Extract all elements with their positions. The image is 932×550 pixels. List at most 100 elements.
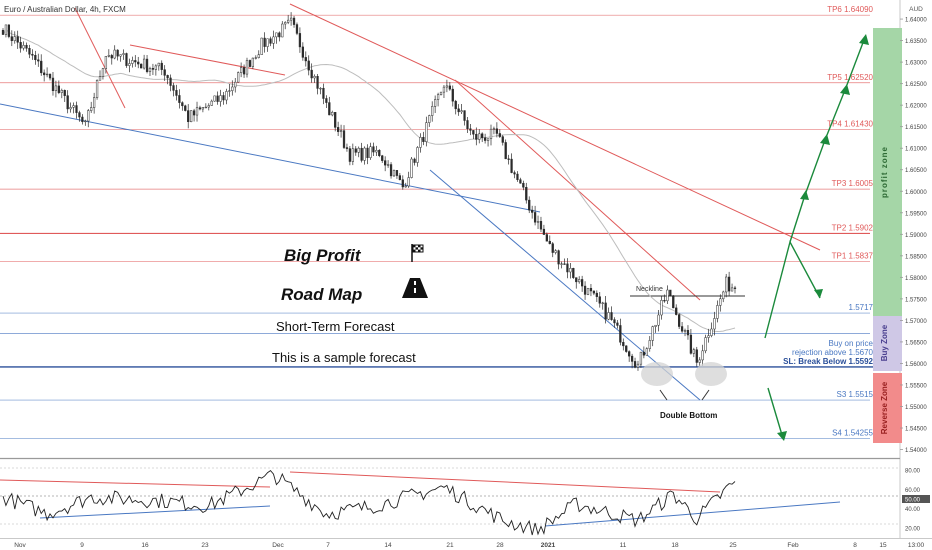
level-label: S4 1.54255 <box>832 429 873 438</box>
candle-body <box>37 59 40 62</box>
arrow-path-2 <box>789 194 806 243</box>
candle-body <box>319 87 322 90</box>
candle-body <box>622 342 625 347</box>
candle-body <box>657 314 660 326</box>
candle-body <box>439 91 443 95</box>
big-profit-text: Big Profit <box>284 246 362 265</box>
candle-body <box>57 85 60 93</box>
candle-body <box>325 98 328 103</box>
buy-zone-label: Buy Zone <box>880 324 889 361</box>
arrow-head-6 <box>777 431 787 441</box>
candle-body <box>95 79 99 98</box>
price-axis-ticks: 1.64000 1.63500 1.63000 1.62500 1.62000 1.615… <box>900 18 927 454</box>
candle-body <box>710 328 713 336</box>
price-axis[interactable] <box>900 0 932 550</box>
candle-body <box>539 221 543 230</box>
time-axis-ticks: Nov 9 16 23 Dec 7 14 21 28 2021 11 18 25 Feb 8 15 13:00 <box>14 542 924 549</box>
arrow-head-2 <box>800 190 809 200</box>
candle-body <box>660 300 663 316</box>
candle-body <box>457 108 460 113</box>
y-tick-label: 1.63000 <box>905 61 927 67</box>
candle-body <box>651 326 654 341</box>
osc-value-badge <box>902 495 930 503</box>
pointer-line-1 <box>659 389 668 401</box>
candle-body <box>4 24 8 35</box>
arrow-head-1 <box>814 289 823 298</box>
candle-body <box>22 45 25 49</box>
x-tick-label: 8 <box>853 542 857 549</box>
candle-body <box>454 100 457 110</box>
oscillator-pane[interactable] <box>0 460 900 538</box>
trendline-red-3 <box>289 3 821 251</box>
candle-body <box>116 49 119 57</box>
candle-body <box>510 158 513 173</box>
candle-body <box>522 182 525 188</box>
candle-body <box>531 209 534 213</box>
candle-body <box>680 326 684 332</box>
candle-body <box>163 69 166 76</box>
candle-body <box>310 69 313 79</box>
candle-body <box>583 285 587 295</box>
annotation-texts: Big Profit Road Map Short-Term Forecast … <box>272 244 874 420</box>
osc-trend-blue-1 <box>39 505 271 519</box>
candle-body <box>84 120 87 123</box>
candle-body <box>692 349 695 354</box>
candle-body <box>269 38 272 44</box>
candle-body <box>254 57 257 59</box>
candle-body <box>69 107 72 110</box>
zones-layer: profit zone Buy Zone Reverse Zone <box>873 28 902 443</box>
level-label: SL: Break Below 1.5592 <box>783 357 873 366</box>
y-tick-label: 1.58500 <box>905 254 927 260</box>
profit-zone-label: profit zone <box>880 146 889 198</box>
trendlines-layer <box>0 3 821 401</box>
candle-body <box>472 130 475 135</box>
x-tick-label: 2021 <box>541 542 556 549</box>
candle-body <box>134 60 137 63</box>
y-tick-label: 1.64000 <box>905 18 927 24</box>
candle-body <box>698 359 701 363</box>
level-label: TP6 1.64090 <box>827 5 873 14</box>
profit-zone <box>873 28 902 316</box>
candle-body <box>204 106 207 109</box>
x-tick-label: Nov <box>14 542 26 549</box>
candle-body <box>548 240 551 244</box>
oscillator-line <box>2 469 736 536</box>
candle-body <box>695 349 698 363</box>
candle-body <box>190 110 193 123</box>
x-tick-end-label: 13:00 <box>908 542 925 549</box>
candle-body <box>337 127 340 132</box>
candle-body <box>683 330 687 332</box>
candle-body <box>234 81 237 88</box>
candle-body <box>28 48 31 55</box>
y-tick-label: 1.55000 <box>905 405 927 411</box>
candle-body <box>351 148 354 162</box>
x-tick-label: Dec <box>272 542 284 549</box>
candle-body <box>557 250 560 265</box>
candle-body <box>222 95 225 101</box>
osc-tick-label: 50.00 <box>905 498 921 504</box>
candle-body <box>90 107 93 111</box>
candle-body <box>636 363 640 368</box>
currency-label: AUD <box>909 6 923 13</box>
candle-body <box>54 85 58 91</box>
candle-body <box>225 91 228 101</box>
candle-body <box>178 95 181 103</box>
y-tick-label: 1.56500 <box>905 340 927 346</box>
candle-body <box>195 107 199 116</box>
candle-body <box>357 147 360 153</box>
candle-body <box>434 99 437 107</box>
candle-body <box>287 19 290 23</box>
candle-body <box>675 307 678 315</box>
candle-body <box>528 199 531 211</box>
candle-body <box>578 279 581 283</box>
candle-body <box>101 68 105 77</box>
level-label: TP4 1.61430 <box>827 120 873 129</box>
candle-body <box>137 61 140 65</box>
y-tick-label: 1.55500 <box>905 383 927 389</box>
candle-body <box>66 95 69 110</box>
candle-body <box>198 107 202 110</box>
candle-body <box>313 76 316 79</box>
price-pane[interactable] <box>0 0 900 458</box>
